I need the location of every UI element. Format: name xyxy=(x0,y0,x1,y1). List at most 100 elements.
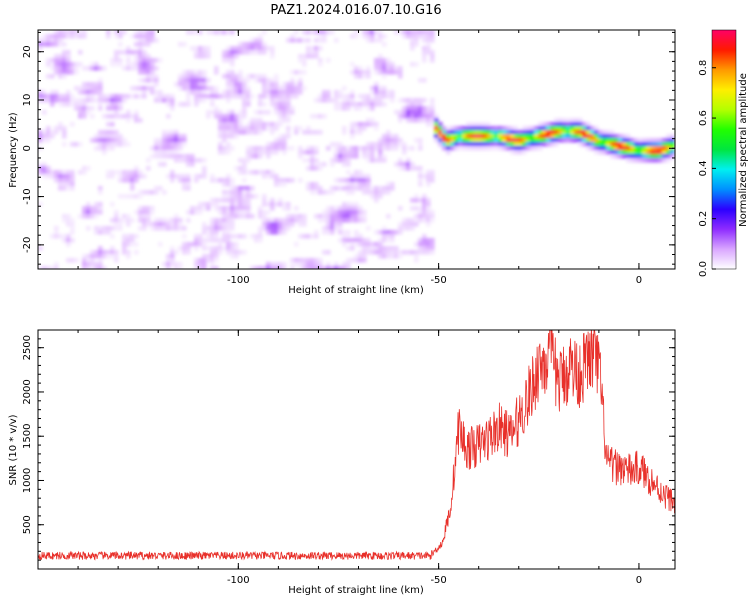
heatmap-cell xyxy=(266,262,271,267)
heatmap-cell xyxy=(378,34,383,39)
y-tick-label: 20 xyxy=(22,45,33,58)
heatmap-cell xyxy=(278,118,283,123)
heatmap-cell xyxy=(206,230,211,235)
heatmap-cell xyxy=(350,206,355,211)
heatmap-cell xyxy=(78,90,83,95)
heatmap-cell xyxy=(246,210,251,215)
heatmap-cell xyxy=(474,142,479,147)
heatmap-cell xyxy=(150,90,155,95)
heatmap-cell xyxy=(326,262,331,267)
heatmap-cell xyxy=(414,222,419,227)
heatmap-cell xyxy=(366,174,371,179)
heatmap-cell xyxy=(278,178,283,183)
heatmap-cell xyxy=(258,266,263,269)
heatmap-cell xyxy=(482,130,487,135)
heatmap-cell xyxy=(510,130,515,135)
heatmap-cell xyxy=(278,106,283,111)
heatmap-cell xyxy=(390,142,395,147)
heatmap-cell xyxy=(250,130,255,135)
heatmap-cell xyxy=(430,34,435,39)
heatmap-cell xyxy=(402,106,407,111)
heatmap-cell xyxy=(338,146,343,151)
heatmap-cell xyxy=(78,34,83,39)
heatmap-cell xyxy=(134,50,139,55)
heatmap-cell xyxy=(242,50,247,55)
heatmap-cell xyxy=(422,78,427,83)
heatmap-cell xyxy=(414,242,419,247)
heatmap-cell xyxy=(114,210,119,215)
heatmap-cell xyxy=(270,146,275,151)
heatmap-cell xyxy=(346,178,351,183)
heatmap-cell xyxy=(178,158,183,163)
heatmap-cell xyxy=(130,194,135,199)
heatmap-cell xyxy=(90,114,95,119)
heatmap-cell xyxy=(362,190,367,195)
heatmap-cell xyxy=(226,82,231,87)
heatmap-cell xyxy=(238,42,243,47)
heatmap-cell xyxy=(390,230,395,235)
heatmap-cell xyxy=(234,190,239,195)
heatmap-cell xyxy=(562,122,567,127)
heatmap-cell xyxy=(278,142,283,147)
heatmap-cell xyxy=(390,90,395,95)
heatmap-cell xyxy=(50,38,55,43)
heatmap-cell xyxy=(214,86,219,91)
heatmap-cell xyxy=(346,102,351,107)
heatmap-cell xyxy=(282,114,287,119)
heatmap-cell xyxy=(490,138,495,143)
heatmap-cell xyxy=(346,234,351,239)
heatmap-cell xyxy=(410,106,415,111)
heatmap-cell xyxy=(182,246,187,251)
heatmap-cell xyxy=(386,134,391,139)
heatmap-cell xyxy=(286,146,291,151)
heatmap-cell xyxy=(82,34,87,39)
heatmap-cell xyxy=(110,170,115,175)
heatmap-cell xyxy=(350,126,355,131)
heatmap-cell xyxy=(210,98,215,103)
heatmap-cell xyxy=(614,146,619,151)
heatmap-cell xyxy=(570,118,575,123)
heatmap-cell xyxy=(418,198,423,203)
heatmap-cell xyxy=(298,266,303,269)
heatmap-cell xyxy=(82,106,87,111)
heatmap-cell xyxy=(194,46,199,51)
heatmap-cell xyxy=(70,66,75,71)
heatmap-cell xyxy=(430,54,435,59)
heatmap-cell xyxy=(406,102,411,107)
heatmap-cell xyxy=(158,186,163,191)
heatmap-cell xyxy=(114,30,119,35)
heatmap-cell xyxy=(198,210,203,215)
heatmap-cell xyxy=(234,54,239,59)
heatmap-cell xyxy=(490,146,495,151)
heatmap-cell xyxy=(258,102,263,107)
heatmap-cell xyxy=(334,266,339,269)
heatmap-cell xyxy=(270,90,275,95)
heatmap-cell xyxy=(130,238,135,243)
heatmap-cell xyxy=(658,138,663,143)
heatmap-cell xyxy=(134,194,139,199)
heatmap-cell xyxy=(634,150,639,155)
heatmap-cell xyxy=(230,50,235,55)
heatmap-cell xyxy=(70,122,75,127)
heatmap-cell xyxy=(238,50,243,55)
heatmap-cell xyxy=(286,218,291,223)
heatmap-cell xyxy=(314,50,319,55)
heatmap-cell xyxy=(278,90,283,95)
heatmap-cell xyxy=(402,98,407,103)
heatmap-cell xyxy=(242,90,247,95)
heatmap-cell xyxy=(126,222,131,227)
heatmap-cell xyxy=(42,94,47,99)
heatmap-cell xyxy=(554,142,559,147)
heatmap-cell xyxy=(562,118,567,123)
heatmap-cell xyxy=(510,134,515,139)
heatmap-cell xyxy=(586,130,591,135)
heatmap-cell xyxy=(310,114,315,119)
heatmap-cell xyxy=(386,238,391,243)
heatmap-cell xyxy=(218,150,223,155)
heatmap-cell xyxy=(274,150,279,155)
heatmap-cell xyxy=(366,158,371,163)
heatmap-cell xyxy=(78,86,83,91)
heatmap-cell xyxy=(202,254,207,259)
heatmap-cell xyxy=(498,134,503,139)
